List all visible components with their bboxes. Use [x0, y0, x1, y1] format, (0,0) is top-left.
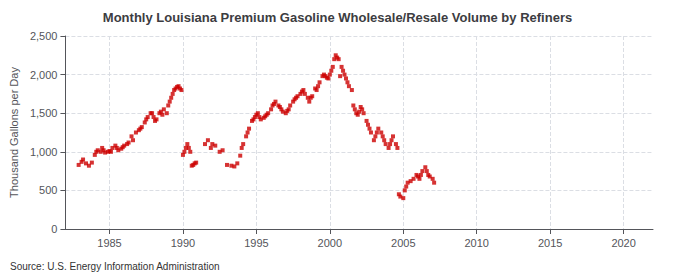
svg-text:Monthly Louisiana Premium Gaso: Monthly Louisiana Premium Gasoline Whole… — [103, 10, 572, 25]
svg-text:1995: 1995 — [244, 237, 268, 249]
svg-text:2005: 2005 — [391, 237, 415, 249]
svg-text:2000: 2000 — [318, 237, 342, 249]
svg-text:1985: 1985 — [97, 237, 121, 249]
svg-text:500: 500 — [39, 184, 57, 196]
svg-text:2010: 2010 — [464, 237, 488, 249]
svg-text:1,500: 1,500 — [30, 107, 58, 119]
svg-text:2,000: 2,000 — [30, 69, 58, 81]
svg-text:Source: U.S. Energy Informatio: Source: U.S. Energy Information Administ… — [10, 261, 220, 272]
svg-text:1,000: 1,000 — [30, 146, 58, 158]
svg-text:Thousand Gallons per Day: Thousand Gallons per Day — [8, 67, 20, 198]
svg-text:2020: 2020 — [611, 237, 635, 249]
svg-text:2,500: 2,500 — [30, 30, 58, 42]
svg-text:1990: 1990 — [171, 237, 195, 249]
svg-text:0: 0 — [51, 223, 57, 235]
svg-text:2015: 2015 — [538, 237, 562, 249]
